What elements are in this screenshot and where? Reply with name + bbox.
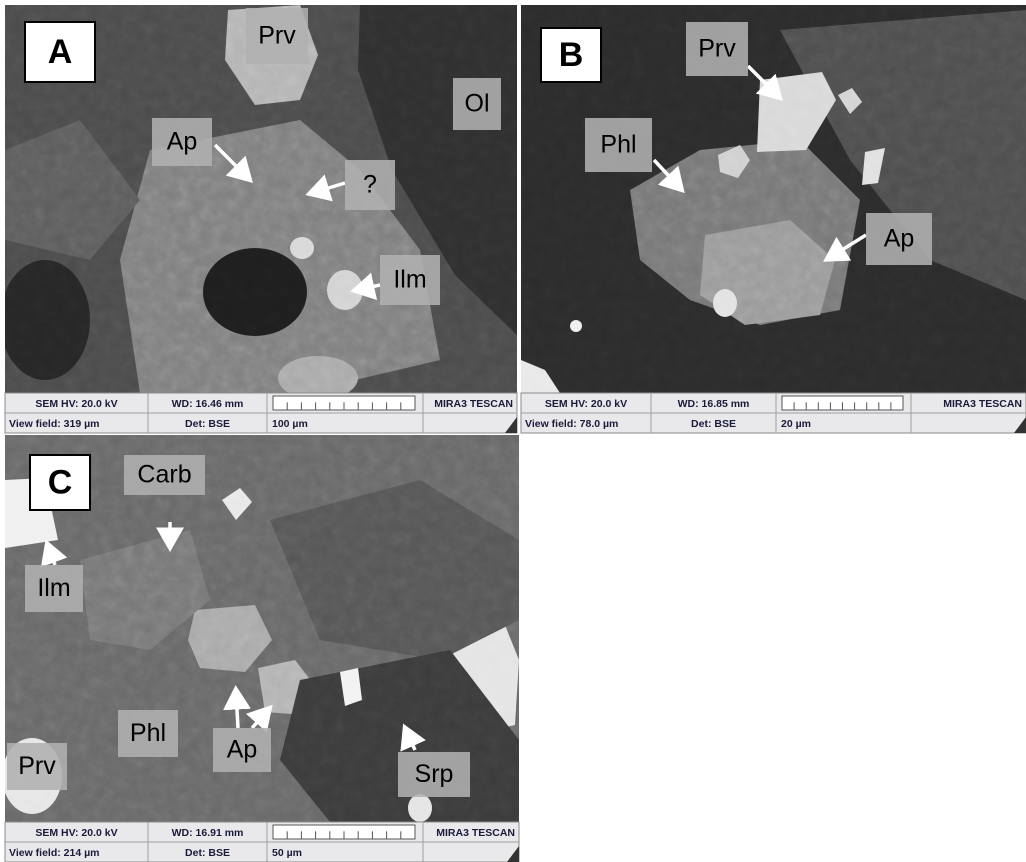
annotation-label: Ap <box>227 736 258 764</box>
sem-hv: SEM HV: 20.0 kV <box>545 398 627 410</box>
sem-panel: Carb Ilm Phl Ap Prv Srp C SEM HV: 20.0 kV WD: 16… <box>2 435 519 862</box>
view-field: View field: 214 µm <box>9 847 99 859</box>
annotation-label: ? <box>363 171 377 199</box>
annotation-label: Ap <box>167 128 198 156</box>
annotation-label: Prv <box>258 22 296 50</box>
instrument: MIRA3 TESCAN <box>943 398 1022 410</box>
annotation-label: Phl <box>600 131 636 159</box>
instrument: MIRA3 TESCAN <box>436 827 515 839</box>
annotation-label: Ap <box>884 225 915 253</box>
panel-label: A <box>48 33 73 71</box>
annotation-label: Phl <box>130 719 166 747</box>
sem-hv: SEM HV: 20.0 kV <box>35 398 117 410</box>
panel-label: B <box>559 36 584 74</box>
working-distance: WD: 16.46 mm <box>172 398 244 410</box>
arrow <box>236 692 238 728</box>
annotation-label: Ol <box>465 90 490 118</box>
detector: Det: BSE <box>185 847 230 859</box>
scale-label: 100 µm <box>272 418 308 430</box>
detector: Det: BSE <box>691 418 736 430</box>
view-field: View field: 319 µm <box>9 418 99 430</box>
annotation-label: Ilm <box>393 266 426 294</box>
annotation-label: Prv <box>18 752 56 780</box>
working-distance: WD: 16.85 mm <box>678 398 750 410</box>
scale-label: 50 µm <box>272 847 302 859</box>
annotation-label: Ilm <box>37 574 70 602</box>
sem-hv: SEM HV: 20.0 kV <box>35 827 117 839</box>
instrument: MIRA3 TESCAN <box>434 398 513 410</box>
annotation-label: Carb <box>137 461 191 489</box>
sem-panel: Prv Ol Ap? Ilm A SEM HV: 20.0 kV WD: 16.46 mm M… <box>0 5 517 433</box>
scale-label: 20 µm <box>781 418 811 430</box>
sem-panel: Prv Phl Ap B SEM HV: 20.0 kV WD: 16.85 mm MIRA… <box>521 5 1026 433</box>
annotation-label: Srp <box>415 760 454 788</box>
view-field: View field: 78.0 µm <box>525 418 618 430</box>
annotation-label: Prv <box>698 35 736 63</box>
panel-label: C <box>48 463 73 501</box>
detector: Det: BSE <box>185 418 230 430</box>
figure: Prv Ol Ap? Ilm A SEM HV: 20.0 kV WD: 16.46 mm M… <box>0 0 1026 862</box>
working-distance: WD: 16.91 mm <box>172 827 244 839</box>
